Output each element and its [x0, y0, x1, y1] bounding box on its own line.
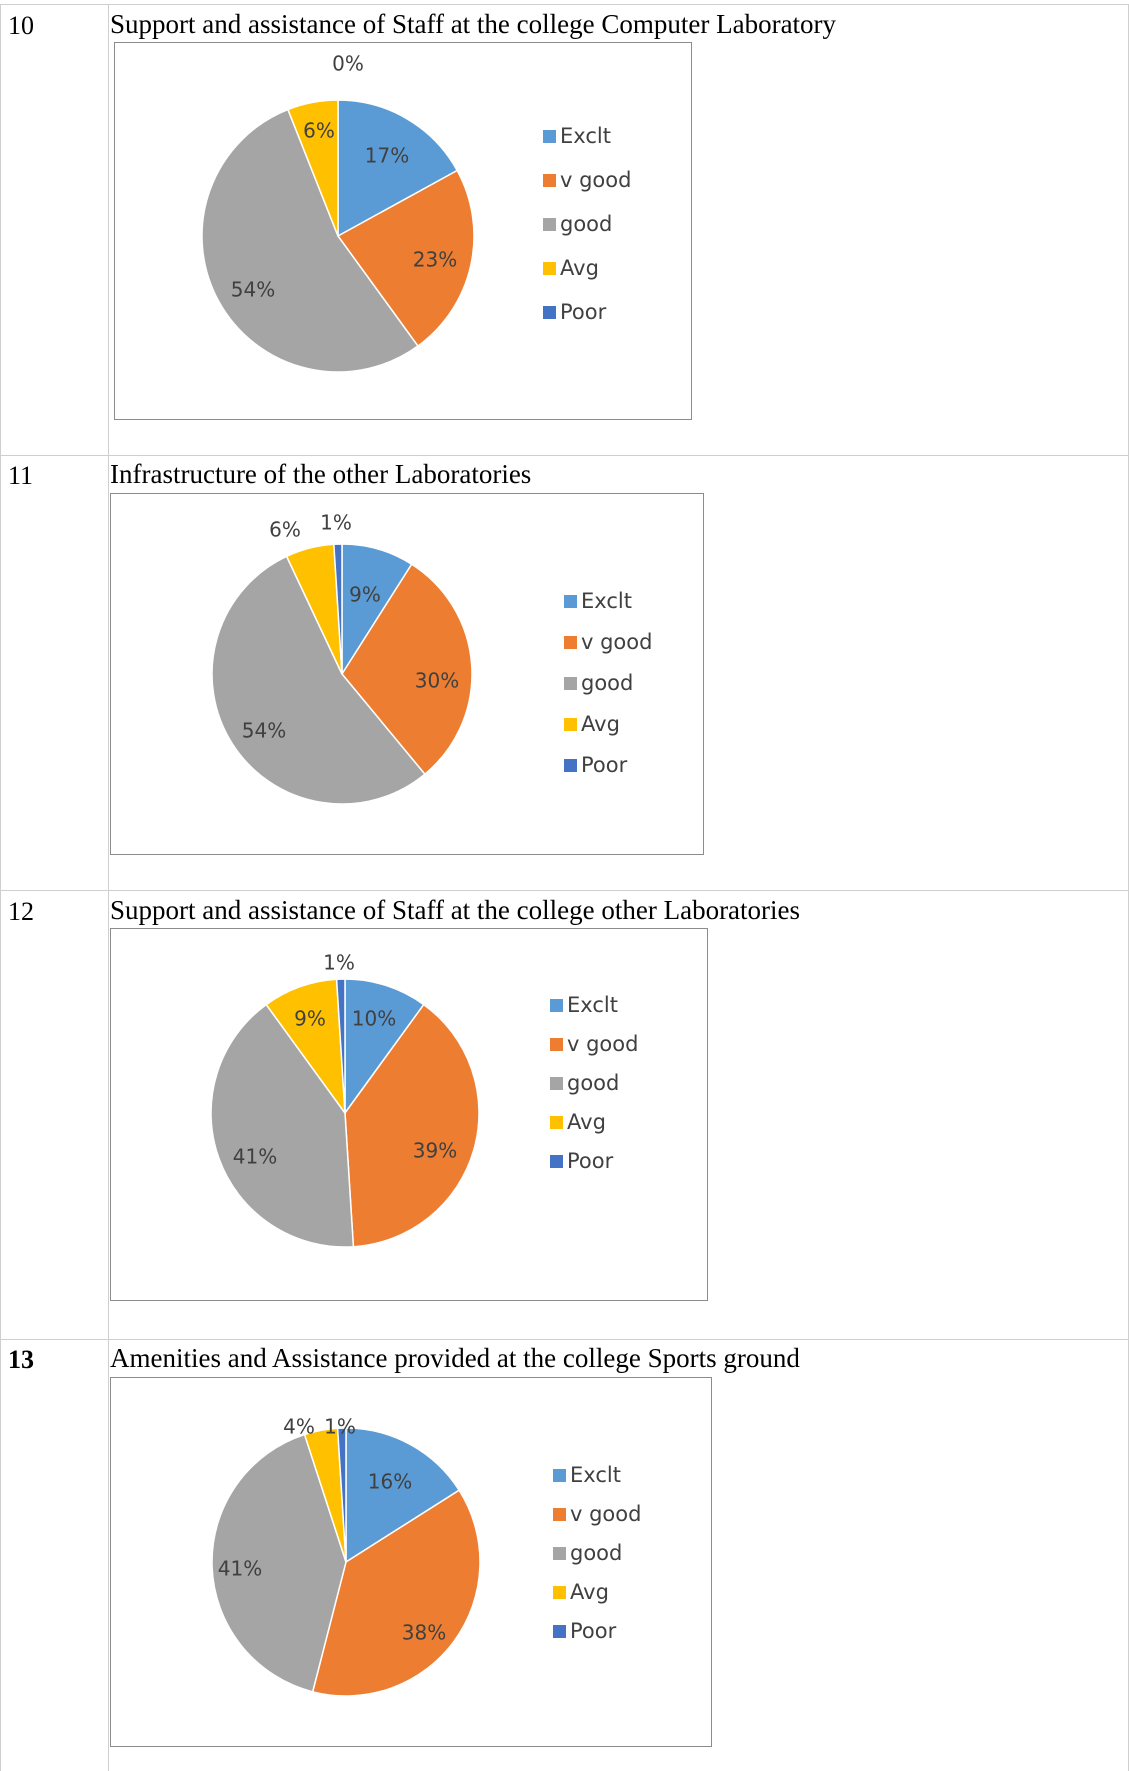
- data-label: 9%: [349, 583, 381, 607]
- row-divider: [0, 455, 1129, 456]
- pie-slice-good: [201, 108, 419, 373]
- pie-chart-svg: 10% 39% 41% 9% 1% Exclt v good good Avg Poor: [210, 951, 638, 1248]
- pie-chart-svg: 9% 30% 54% 6% 1% Exclt v good good Avg Poor: [211, 511, 652, 805]
- row-number: 12: [8, 897, 34, 926]
- legend-swatch: [553, 1469, 566, 1482]
- pie-chart-other-lab-staff: 10% 39% 41% 9% 1% Exclt v good good Avg Poor: [110, 928, 708, 1301]
- data-label: 9%: [294, 1007, 326, 1031]
- legend-label: Poor: [567, 1149, 614, 1173]
- table-border-left: [0, 4, 1, 1771]
- legend-label: good: [560, 212, 612, 236]
- data-label: 17%: [365, 144, 409, 168]
- legend-label: v good: [560, 168, 631, 192]
- question-title: Amenities and Assistance provided at the…: [110, 1343, 800, 1373]
- legend-label: Avg: [581, 712, 620, 736]
- legend-swatch: [543, 306, 556, 319]
- legend-label: Exclt: [567, 993, 618, 1017]
- data-label: 54%: [242, 719, 286, 743]
- data-label: 41%: [233, 1145, 277, 1169]
- legend-label: Exclt: [560, 124, 611, 148]
- column-divider: [108, 4, 109, 1771]
- legend-label: Avg: [560, 256, 599, 280]
- legend-swatch: [553, 1508, 566, 1521]
- legend-swatch: [564, 718, 577, 731]
- legend-label: v good: [570, 1502, 641, 1526]
- legend-label: v good: [581, 630, 652, 654]
- pie-slice-good: [210, 1003, 355, 1248]
- row-divider: [0, 890, 1129, 891]
- pie-chart-other-lab-infrastructure: 9% 30% 54% 6% 1% Exclt v good good Avg Poor: [110, 493, 704, 855]
- row-divider: [0, 1339, 1129, 1340]
- pie-slice-good: [211, 555, 426, 805]
- pie-slice-good: [211, 1433, 347, 1693]
- legend-swatch: [543, 218, 556, 231]
- row-number: 10: [8, 11, 34, 40]
- data-label: 30%: [415, 669, 459, 693]
- legend-swatch: [550, 1038, 563, 1051]
- legend-swatch: [550, 1077, 563, 1090]
- legend-swatch: [564, 759, 577, 772]
- legend-swatch: [564, 595, 577, 608]
- question-title: Support and assistance of Staff at the c…: [110, 895, 801, 925]
- data-label: 0%: [332, 52, 364, 76]
- legend-swatch: [553, 1547, 566, 1560]
- pie-slice-exclt: [337, 99, 459, 238]
- legend-swatch: [553, 1586, 566, 1599]
- legend-swatch: [543, 174, 556, 187]
- data-label: 10%: [352, 1007, 396, 1031]
- data-label: 1%: [320, 511, 352, 535]
- legend-label: Poor: [581, 753, 628, 777]
- row-number: 13: [8, 1345, 34, 1374]
- data-label: 41%: [218, 1557, 262, 1581]
- data-label: 39%: [413, 1139, 457, 1163]
- legend-swatch: [543, 262, 556, 275]
- question-title: Infrastructure of the other Laboratories: [110, 459, 532, 489]
- legend-label: good: [581, 671, 633, 695]
- legend-label: Exclt: [581, 589, 632, 613]
- pie-slice-exclt: [345, 1427, 461, 1564]
- legend-label: good: [570, 1541, 622, 1565]
- question-title: Support and assistance of Staff at the c…: [110, 9, 837, 39]
- data-label: 6%: [303, 119, 335, 143]
- pie-chart-computer-lab-staff: 17% 23% 54% 6% 0% Exclt v good good Avg Poor: [114, 42, 692, 420]
- data-label: 38%: [402, 1621, 446, 1645]
- legend-swatch: [550, 999, 563, 1012]
- pie-chart-svg: 16% 38% 41% 4% 1% Exclt v good good Avg Poor: [211, 1415, 641, 1697]
- pie-slice-v-good: [344, 1003, 480, 1248]
- legend-swatch: [564, 636, 577, 649]
- legend-swatch: [550, 1116, 563, 1129]
- pie-slice-exclt: [344, 978, 425, 1116]
- legend-label: v good: [567, 1032, 638, 1056]
- legend-swatch: [543, 130, 556, 143]
- pie-chart-svg: 17% 23% 54% 6% 0% Exclt v good good Avg Poor: [201, 52, 631, 373]
- data-label: 16%: [368, 1470, 412, 1494]
- table-border-top: [0, 4, 1129, 5]
- legend-label: Avg: [567, 1110, 606, 1134]
- legend-label: good: [567, 1071, 619, 1095]
- pie-slice-v-good: [311, 1489, 481, 1697]
- pie-chart-sports-ground: 16% 38% 41% 4% 1% Exclt v good good Avg Poor: [110, 1377, 712, 1747]
- pie-slice-v-good: [336, 169, 475, 348]
- data-label: 23%: [413, 248, 457, 272]
- legend-label: Exclt: [570, 1463, 621, 1487]
- pie-slice-poor: [335, 978, 346, 1114]
- legend-label: Avg: [570, 1580, 609, 1604]
- legend-swatch: [553, 1625, 566, 1638]
- pie-slice-v-good: [341, 563, 473, 776]
- row-number: 11: [8, 461, 34, 490]
- data-label: 6%: [269, 518, 301, 542]
- legend-label: Poor: [560, 300, 607, 324]
- data-label: 4%: [283, 1415, 315, 1439]
- data-label: 1%: [324, 1415, 356, 1439]
- pie-slice-poor: [333, 543, 343, 675]
- legend-swatch: [564, 677, 577, 690]
- data-label: 54%: [231, 278, 275, 302]
- legend-label: Poor: [570, 1619, 617, 1643]
- pie-slice-poor: [336, 1427, 347, 1563]
- legend-swatch: [550, 1155, 563, 1168]
- pie-slice-avg: [286, 99, 339, 237]
- data-label: 1%: [323, 951, 355, 975]
